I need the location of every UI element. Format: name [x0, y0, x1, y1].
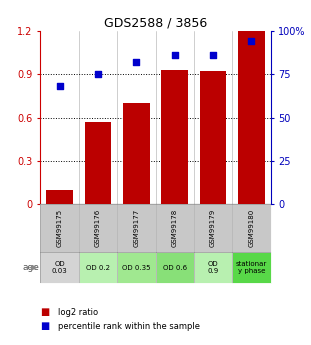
Bar — [85, 122, 111, 204]
Bar — [232, 204, 271, 252]
Text: OD 0.35: OD 0.35 — [122, 265, 151, 270]
Point — [57, 84, 62, 89]
Bar — [46, 190, 73, 204]
Text: GSM99176: GSM99176 — [95, 209, 101, 247]
Bar — [79, 204, 117, 252]
Point — [95, 71, 100, 77]
Bar — [40, 204, 79, 252]
Bar — [123, 103, 150, 204]
Bar — [194, 204, 232, 252]
Text: ■: ■ — [40, 307, 50, 317]
Text: OD
0.03: OD 0.03 — [52, 261, 67, 274]
Text: GSM99178: GSM99178 — [172, 209, 178, 247]
Title: GDS2588 / 3856: GDS2588 / 3856 — [104, 17, 207, 30]
Bar — [117, 204, 156, 252]
Text: GSM99179: GSM99179 — [210, 209, 216, 247]
Bar — [79, 252, 117, 283]
Bar — [161, 70, 188, 204]
Text: GSM99177: GSM99177 — [133, 209, 139, 247]
Bar — [238, 31, 265, 204]
Bar — [232, 252, 271, 283]
Text: GSM99180: GSM99180 — [248, 209, 254, 247]
Bar — [40, 252, 79, 283]
Point — [211, 52, 216, 58]
Text: OD 0.2: OD 0.2 — [86, 265, 110, 270]
Text: ■: ■ — [40, 321, 50, 331]
Text: stationar
y phase: stationar y phase — [236, 261, 267, 274]
Text: GSM99175: GSM99175 — [57, 209, 63, 247]
Bar — [156, 204, 194, 252]
Text: percentile rank within the sample: percentile rank within the sample — [58, 322, 200, 331]
Text: log2 ratio: log2 ratio — [58, 308, 98, 317]
Point — [249, 39, 254, 44]
Bar — [194, 252, 232, 283]
Bar — [156, 252, 194, 283]
Bar — [200, 71, 226, 204]
Point — [134, 59, 139, 65]
Text: OD
0.9: OD 0.9 — [207, 261, 219, 274]
Text: OD 0.6: OD 0.6 — [163, 265, 187, 270]
Point — [172, 52, 177, 58]
Bar — [117, 252, 156, 283]
Text: age: age — [23, 263, 40, 272]
